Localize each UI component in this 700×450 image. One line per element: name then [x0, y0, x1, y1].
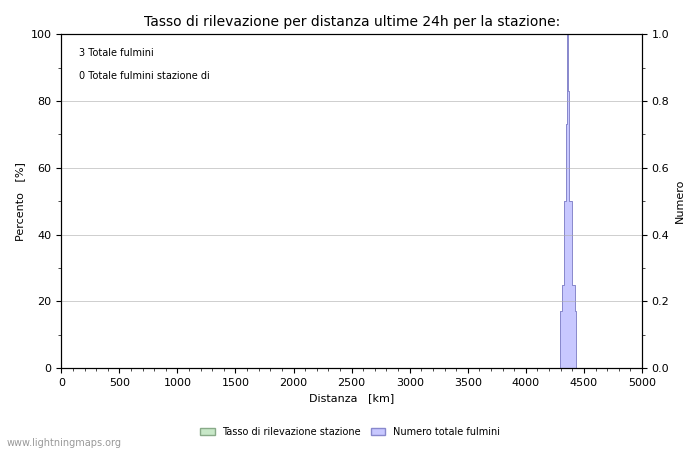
Polygon shape — [560, 34, 576, 368]
Title: Tasso di rilevazione per distanza ultime 24h per la stazione:: Tasso di rilevazione per distanza ultime… — [144, 15, 560, 29]
Text: www.lightningmaps.org: www.lightningmaps.org — [7, 438, 122, 448]
Y-axis label: Numero: Numero — [675, 179, 685, 224]
X-axis label: Distanza   [km]: Distanza [km] — [309, 393, 394, 404]
Text: 3 Totale fulmini: 3 Totale fulmini — [78, 48, 153, 58]
Text: 0 Totale fulmini stazione di: 0 Totale fulmini stazione di — [78, 71, 209, 81]
Y-axis label: Percento   [%]: Percento [%] — [15, 162, 25, 241]
Legend: Tasso di rilevazione stazione, Numero totale fulmini: Tasso di rilevazione stazione, Numero to… — [196, 423, 504, 441]
